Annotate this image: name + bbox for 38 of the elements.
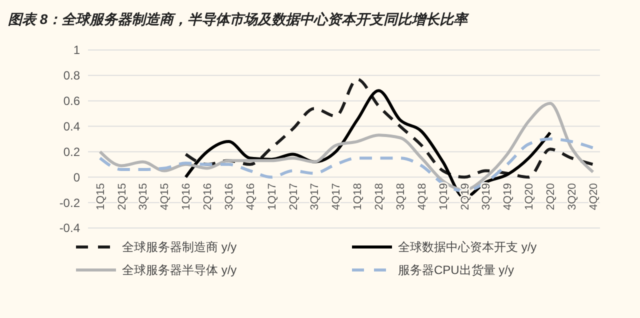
x-tick-label: 1Q19 (438, 183, 450, 210)
x-tick-label: 2Q18 (374, 183, 386, 210)
legend-label: 全球数据中心资本开支 y/y (398, 240, 537, 254)
chart-title: 图表 8：全球服务器制造商，半导体市场及数据中心资本开支同比增长比率 (8, 11, 470, 27)
x-tick-label: 4Q18 (416, 183, 428, 210)
x-tick-label: 3Q19 (480, 183, 493, 210)
x-tick-label: 2Q16 (202, 183, 214, 210)
x-tick-label: 4Q16 (244, 183, 257, 210)
x-tick-label: 3Q17 (309, 183, 322, 210)
x-tick-label: 2Q17 (288, 183, 300, 210)
legend-label: 服务器CPU出货量 y/y (398, 263, 514, 278)
y-tick-label: 0 (73, 170, 80, 184)
y-tick-label: 0.6 (63, 94, 80, 108)
x-tick-label: 4Q15 (159, 183, 172, 210)
y-tick-label: -0.4 (59, 221, 80, 236)
y-tick-label: 0.4 (63, 119, 80, 134)
x-tick-label: 2Q15 (116, 183, 128, 210)
x-tick-label: 3Q15 (138, 183, 150, 210)
line-series (184, 78, 594, 179)
x-tick-label: 1Q16 (180, 183, 193, 210)
x-tick-label: 2Q19 (459, 183, 472, 210)
legend-label: 全球服务器制造商 y/y (122, 240, 237, 254)
x-tick-label: 1Q17 (266, 183, 278, 210)
x-tick-label: 4Q20 (588, 183, 600, 210)
x-tick-label: 3Q16 (223, 183, 236, 210)
y-tick-label: 1 (73, 43, 80, 58)
y-tick-label: 0.2 (63, 144, 80, 159)
y-tick-label: -0.2 (59, 196, 80, 210)
x-tick-label: 4Q19 (502, 183, 514, 210)
x-tick-label: 4Q17 (330, 183, 343, 210)
y-tick-label: 0.8 (63, 68, 80, 83)
x-tick-label: 1Q20 (524, 183, 536, 210)
legend-label: 全球服务器半导体 y/y (122, 263, 237, 278)
x-tick-label: 1Q15 (94, 183, 107, 210)
x-tick-label: 3Q18 (394, 183, 407, 210)
x-tick-label: 2Q20 (544, 183, 557, 210)
x-tick-label: 1Q18 (352, 183, 364, 210)
x-tick-label: 3Q20 (566, 183, 578, 210)
